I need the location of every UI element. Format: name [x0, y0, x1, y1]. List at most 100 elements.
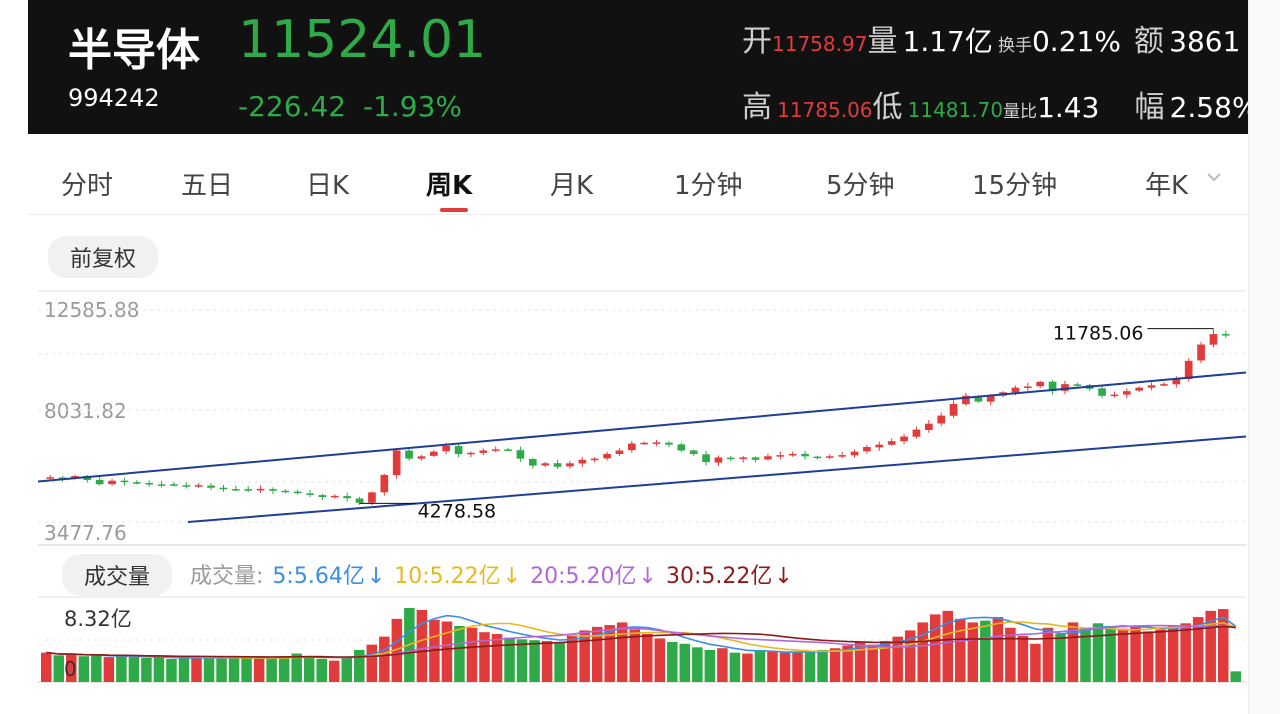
volume-bar: [1117, 628, 1129, 682]
high-stat: 高 11785.06低 11481.70量比1.43 幅 2.58%: [742, 82, 1248, 126]
ma20-legend: 20:5.20亿: [530, 564, 637, 589]
tab-15-minute[interactable]: 15分钟: [972, 171, 1058, 201]
open-value: 11758.97: [772, 32, 868, 56]
candle-body: [1209, 334, 1218, 345]
volume-bar: [829, 648, 841, 682]
volume-bar: [554, 641, 565, 682]
volume-bar: [529, 640, 540, 682]
volume-bar: [1192, 617, 1204, 682]
tab-yearly-k[interactable]: 年K: [1145, 171, 1189, 201]
volume-bar: [692, 647, 703, 682]
candle-body: [813, 456, 822, 459]
volume-section-button[interactable]: 成交量: [62, 554, 173, 596]
arrow-down-icon: ↓: [774, 564, 793, 589]
tab-daily-k[interactable]: 日K: [306, 171, 350, 201]
candle-body: [1147, 385, 1156, 388]
volume-bar: [1155, 629, 1166, 682]
candle-body: [1172, 379, 1181, 385]
candle-body: [429, 451, 438, 456]
volume-ma-legend: 成交量: 5:5.64亿↓ 10:5.22亿↓ 20:5.20亿↓ 30:5.2…: [190, 558, 795, 590]
ma10-legend: 10:5.22亿: [394, 564, 501, 589]
volume-chart[interactable]: [38, 596, 1246, 684]
candle-body: [949, 403, 958, 416]
open-stat: 开11758.97量 1.17亿 换手0.21% 额 3861: [742, 16, 1240, 60]
volume-bar: [128, 657, 140, 682]
candle-body: [788, 453, 797, 456]
candle-body: [652, 442, 661, 444]
volume-bar: [1130, 626, 1141, 682]
tab-weekly-k[interactable]: 周K: [426, 171, 473, 201]
y-tick-label: 8031.82: [44, 399, 127, 423]
ma30-legend: 30:5.22亿: [665, 564, 773, 589]
volume-bar: [116, 656, 127, 682]
ma5-legend: 5:5.64亿: [272, 564, 365, 589]
candle-body: [603, 453, 611, 459]
volume-bar: [141, 657, 152, 682]
volume-bar: [642, 633, 653, 682]
volume-bar: [704, 649, 716, 682]
volume-bar: [166, 658, 177, 682]
candle-body: [120, 480, 129, 483]
volume-bar: [541, 641, 553, 682]
candle-body: [318, 495, 327, 498]
tab-five-day[interactable]: 五日: [181, 171, 234, 201]
open-label: 开: [742, 24, 772, 59]
volume-bar: [441, 621, 453, 682]
volume-bar: [654, 638, 666, 682]
volume-bar: [767, 651, 778, 682]
volume-bar: [66, 654, 77, 682]
tab-1-minute[interactable]: 1分钟: [674, 171, 743, 201]
change-percent: -1.93%: [362, 90, 463, 123]
candle-body: [405, 450, 413, 459]
candle-body: [491, 449, 500, 451]
high-label: 高: [742, 90, 772, 125]
volume-bar: [491, 633, 503, 682]
adjust-button[interactable]: 前复权: [48, 236, 159, 278]
vol-ratio-label: 量比: [1003, 102, 1038, 122]
volume-bar: [1205, 610, 1216, 682]
volume-bar: [942, 610, 954, 682]
candle-body: [293, 491, 302, 494]
volume-bar: [1005, 627, 1016, 682]
candle-body: [194, 485, 203, 487]
y-tick-label: 3477.76: [44, 521, 127, 545]
low-label: 低: [872, 90, 903, 125]
candle-body: [714, 457, 723, 463]
candle-body: [924, 423, 933, 430]
amount-value: 3861: [1169, 25, 1241, 58]
candle-body: [541, 463, 550, 466]
volume-bar: [454, 625, 465, 682]
candle-body: [1073, 384, 1082, 386]
candle-body: [182, 485, 191, 487]
channel-upper-line: [38, 371, 1246, 483]
candle-body: [801, 453, 809, 457]
tab-5-minute[interactable]: 5分钟: [826, 171, 895, 201]
volume-bar: [967, 622, 979, 682]
high-value: 11785.06: [777, 98, 873, 122]
tab-intraday[interactable]: 分时: [61, 171, 114, 201]
volume-bar: [379, 636, 390, 682]
volume-bar: [867, 644, 878, 682]
volume-bar: [278, 656, 290, 682]
scroll-edge: [1248, 0, 1280, 714]
tab-monthly-k[interactable]: 月K: [550, 171, 594, 201]
volume-legend-label: 成交量:: [190, 564, 264, 589]
candle-body: [900, 436, 908, 442]
candlestick-chart[interactable]: 11785.06 4278.58: [38, 290, 1246, 546]
candle-body: [281, 490, 290, 493]
ma30-line: [46, 625, 1236, 658]
candle-body: [689, 450, 698, 454]
low-value: 11481.70: [907, 98, 1004, 122]
candle-body: [887, 441, 896, 445]
volume-bar: [216, 658, 227, 682]
candle-body: [504, 449, 512, 451]
volume-bar: [817, 649, 828, 682]
volume-bar: [879, 641, 891, 682]
chevron-down-icon[interactable]: [1206, 169, 1222, 185]
candle-body: [1197, 344, 1205, 361]
volume-bar: [178, 657, 190, 682]
stock-name: 半导体: [68, 25, 200, 76]
volume-zero-label: 0: [64, 657, 77, 681]
candle-body: [677, 444, 686, 451]
candle-body: [578, 459, 587, 464]
